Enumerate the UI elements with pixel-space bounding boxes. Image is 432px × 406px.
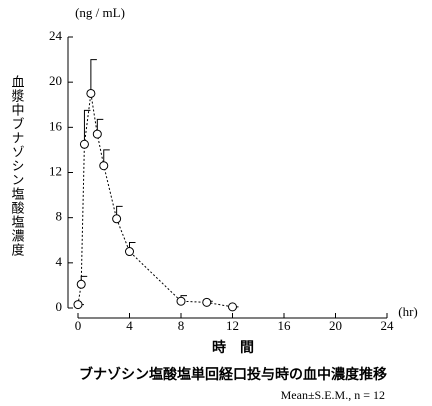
- data-point: [202, 297, 212, 307]
- x-tick-label: 16: [278, 318, 292, 333]
- error-bar: [90, 59, 97, 94]
- x-tick-label: 4: [126, 318, 133, 333]
- x-axis-label: 時 間: [212, 339, 254, 356]
- error-bar: [83, 109, 91, 145]
- data-point: [76, 279, 86, 289]
- y-tick-label: 0: [56, 299, 63, 314]
- data-point: [73, 300, 83, 310]
- data-line: [77, 93, 233, 308]
- data-point: [92, 129, 102, 139]
- y-unit: (ng / mL): [75, 5, 125, 20]
- x-tick-label: 0: [75, 318, 82, 333]
- chart-subtitle: Mean±S.E.M., n = 12: [281, 388, 385, 402]
- y-tick-label: 4: [56, 254, 63, 269]
- chart-title: ブナゾシン塩酸塩単回経口投与時の血中濃度推移: [79, 366, 387, 383]
- x-tick-label: 8: [178, 318, 185, 333]
- data-point: [99, 161, 109, 171]
- data-point: [86, 88, 96, 98]
- y-tick-label: 20: [49, 73, 62, 88]
- x-tick-label: 24: [381, 318, 395, 333]
- x-tick-label: 12: [226, 318, 239, 333]
- y-tick-label: 8: [56, 209, 63, 224]
- data-point: [79, 139, 89, 149]
- x-unit: (hr): [398, 304, 418, 319]
- y-axis-label: 血漿中ブナゾシン塩酸塩濃度: [9, 75, 25, 257]
- data-point: [112, 214, 122, 224]
- y-tick-label: 16: [49, 118, 63, 133]
- error-bar: [96, 118, 104, 135]
- y-tick-label: 12: [49, 163, 62, 178]
- data-point: [228, 302, 237, 312]
- y-tick-label: 24: [49, 28, 63, 43]
- data-point: [125, 247, 134, 257]
- data-point: [176, 296, 186, 306]
- error-bar: [103, 149, 110, 166]
- x-tick-label: 20: [329, 318, 342, 333]
